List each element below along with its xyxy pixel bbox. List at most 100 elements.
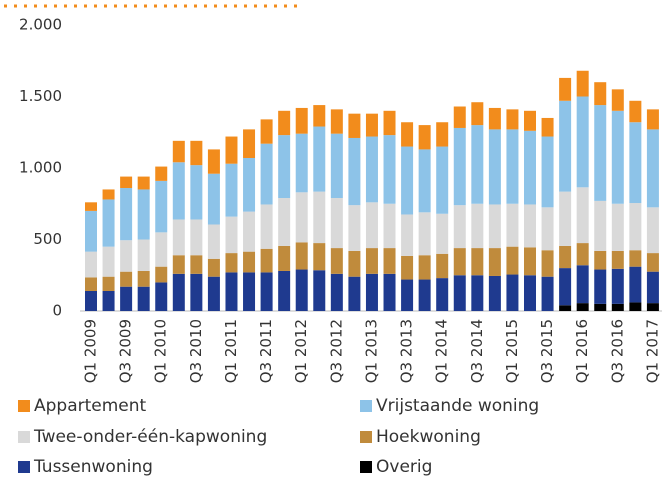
- bar-segment: [260, 204, 273, 249]
- bar-segment: [541, 276, 554, 311]
- bar-segment: [629, 302, 642, 311]
- x-tick-label: Q1 2012: [292, 319, 310, 383]
- bar-segment: [524, 130, 536, 205]
- bar-segment: [85, 277, 97, 291]
- bar-segment: [471, 248, 484, 276]
- bar-segment: [207, 224, 220, 259]
- x-tick-label: Q3 2011: [257, 319, 275, 383]
- bar-segment: [436, 253, 449, 279]
- bar-segment: [190, 255, 203, 274]
- bar-segment: [488, 204, 501, 249]
- bar-segment: [120, 188, 133, 241]
- bar-segment: [295, 133, 308, 193]
- bar-segment: [172, 219, 185, 256]
- legend-swatch: [360, 431, 372, 443]
- bar-segment: [137, 176, 150, 190]
- bar-segment: [102, 276, 115, 291]
- bar-segment: [559, 305, 572, 311]
- bar-segment: [102, 246, 115, 277]
- legend-swatch: [360, 400, 372, 412]
- bar-segment: [313, 191, 326, 244]
- bar-segment: [646, 253, 659, 272]
- bar-segment: [559, 191, 572, 246]
- bar-segment: [611, 203, 624, 251]
- bar-segment: [207, 258, 220, 277]
- bar-segment: [278, 245, 291, 271]
- x-tick-label: Q3 2016: [608, 319, 626, 383]
- bar-segment: [278, 198, 291, 246]
- bar-segment: [646, 303, 659, 311]
- bar-segment: [155, 166, 168, 181]
- bar-segment: [120, 176, 133, 189]
- bar-segment: [120, 240, 133, 272]
- bar-segment: [137, 189, 150, 240]
- bar-segment: [243, 251, 256, 273]
- bar-segment: [436, 213, 449, 254]
- bar-segment: [348, 276, 361, 311]
- bar-segment: [383, 273, 396, 311]
- bar-segment: [611, 89, 624, 111]
- bar-segment: [278, 110, 291, 136]
- x-tick-label: Q1 2015: [503, 319, 521, 383]
- bar-segment: [629, 100, 642, 123]
- legend-swatch: [18, 431, 30, 443]
- bar-segment: [190, 219, 203, 256]
- bar-segment: [611, 250, 624, 269]
- bar-segment: [559, 268, 572, 306]
- bar-segment: [383, 135, 396, 204]
- bar-segment: [541, 250, 554, 277]
- bar-segment: [576, 70, 589, 97]
- bar-segment: [629, 203, 642, 251]
- bar-segment: [488, 107, 501, 130]
- y-tick-label: 0: [52, 302, 62, 320]
- bar-segment: [646, 109, 659, 130]
- bar-segment: [559, 100, 572, 192]
- bar-segment: [436, 278, 449, 311]
- bar-segment: [172, 273, 185, 311]
- bar-segment: [155, 266, 168, 283]
- bar-segment: [506, 109, 519, 130]
- x-tick-label: Q3 2010: [187, 319, 205, 383]
- bar-segment: [225, 163, 238, 217]
- bar-segment: [471, 275, 484, 311]
- bar-segment: [207, 173, 220, 225]
- bar-segment: [260, 143, 273, 205]
- y-tick-label: 1.500: [19, 87, 62, 105]
- bar-segment: [85, 290, 97, 311]
- bar-segment: [401, 146, 414, 215]
- bar-segment: [524, 204, 536, 248]
- bar-segment: [594, 82, 607, 106]
- bar-segment: [313, 105, 326, 127]
- legend-label: Vrijstaande woning: [376, 396, 539, 416]
- bar-segment: [348, 113, 361, 138]
- bar-segment: [365, 136, 378, 203]
- bar-segment: [85, 210, 97, 252]
- bar-segment: [207, 276, 220, 311]
- bar-segment: [260, 119, 273, 144]
- bar-segment: [629, 122, 642, 204]
- bar-segment: [524, 247, 536, 276]
- bar-segment: [506, 129, 519, 204]
- bar-segment: [365, 273, 378, 311]
- bar-segment: [594, 269, 607, 304]
- bar-segment: [453, 127, 466, 206]
- x-tick-label: Q1 2011: [222, 319, 240, 383]
- bar-segment: [365, 248, 378, 274]
- legend-label: Hoekwoning: [376, 427, 481, 447]
- bar-segment: [506, 274, 519, 311]
- bar-segment: [260, 248, 273, 273]
- bar-segment: [436, 146, 449, 214]
- bar-segment: [471, 102, 484, 126]
- bar-segment: [365, 113, 378, 137]
- bar-segment: [611, 303, 624, 311]
- bar-segment: [594, 200, 607, 251]
- legend-label: Twee-onder-één-kapwoning: [33, 427, 267, 447]
- bar-segment: [172, 255, 185, 274]
- bar-segment: [190, 140, 203, 166]
- x-tick-label: Q1 2009: [82, 319, 100, 383]
- bar-segment: [365, 202, 378, 249]
- bar-segment: [576, 243, 589, 266]
- bar-segment: [190, 273, 203, 311]
- bar-segment: [295, 242, 308, 270]
